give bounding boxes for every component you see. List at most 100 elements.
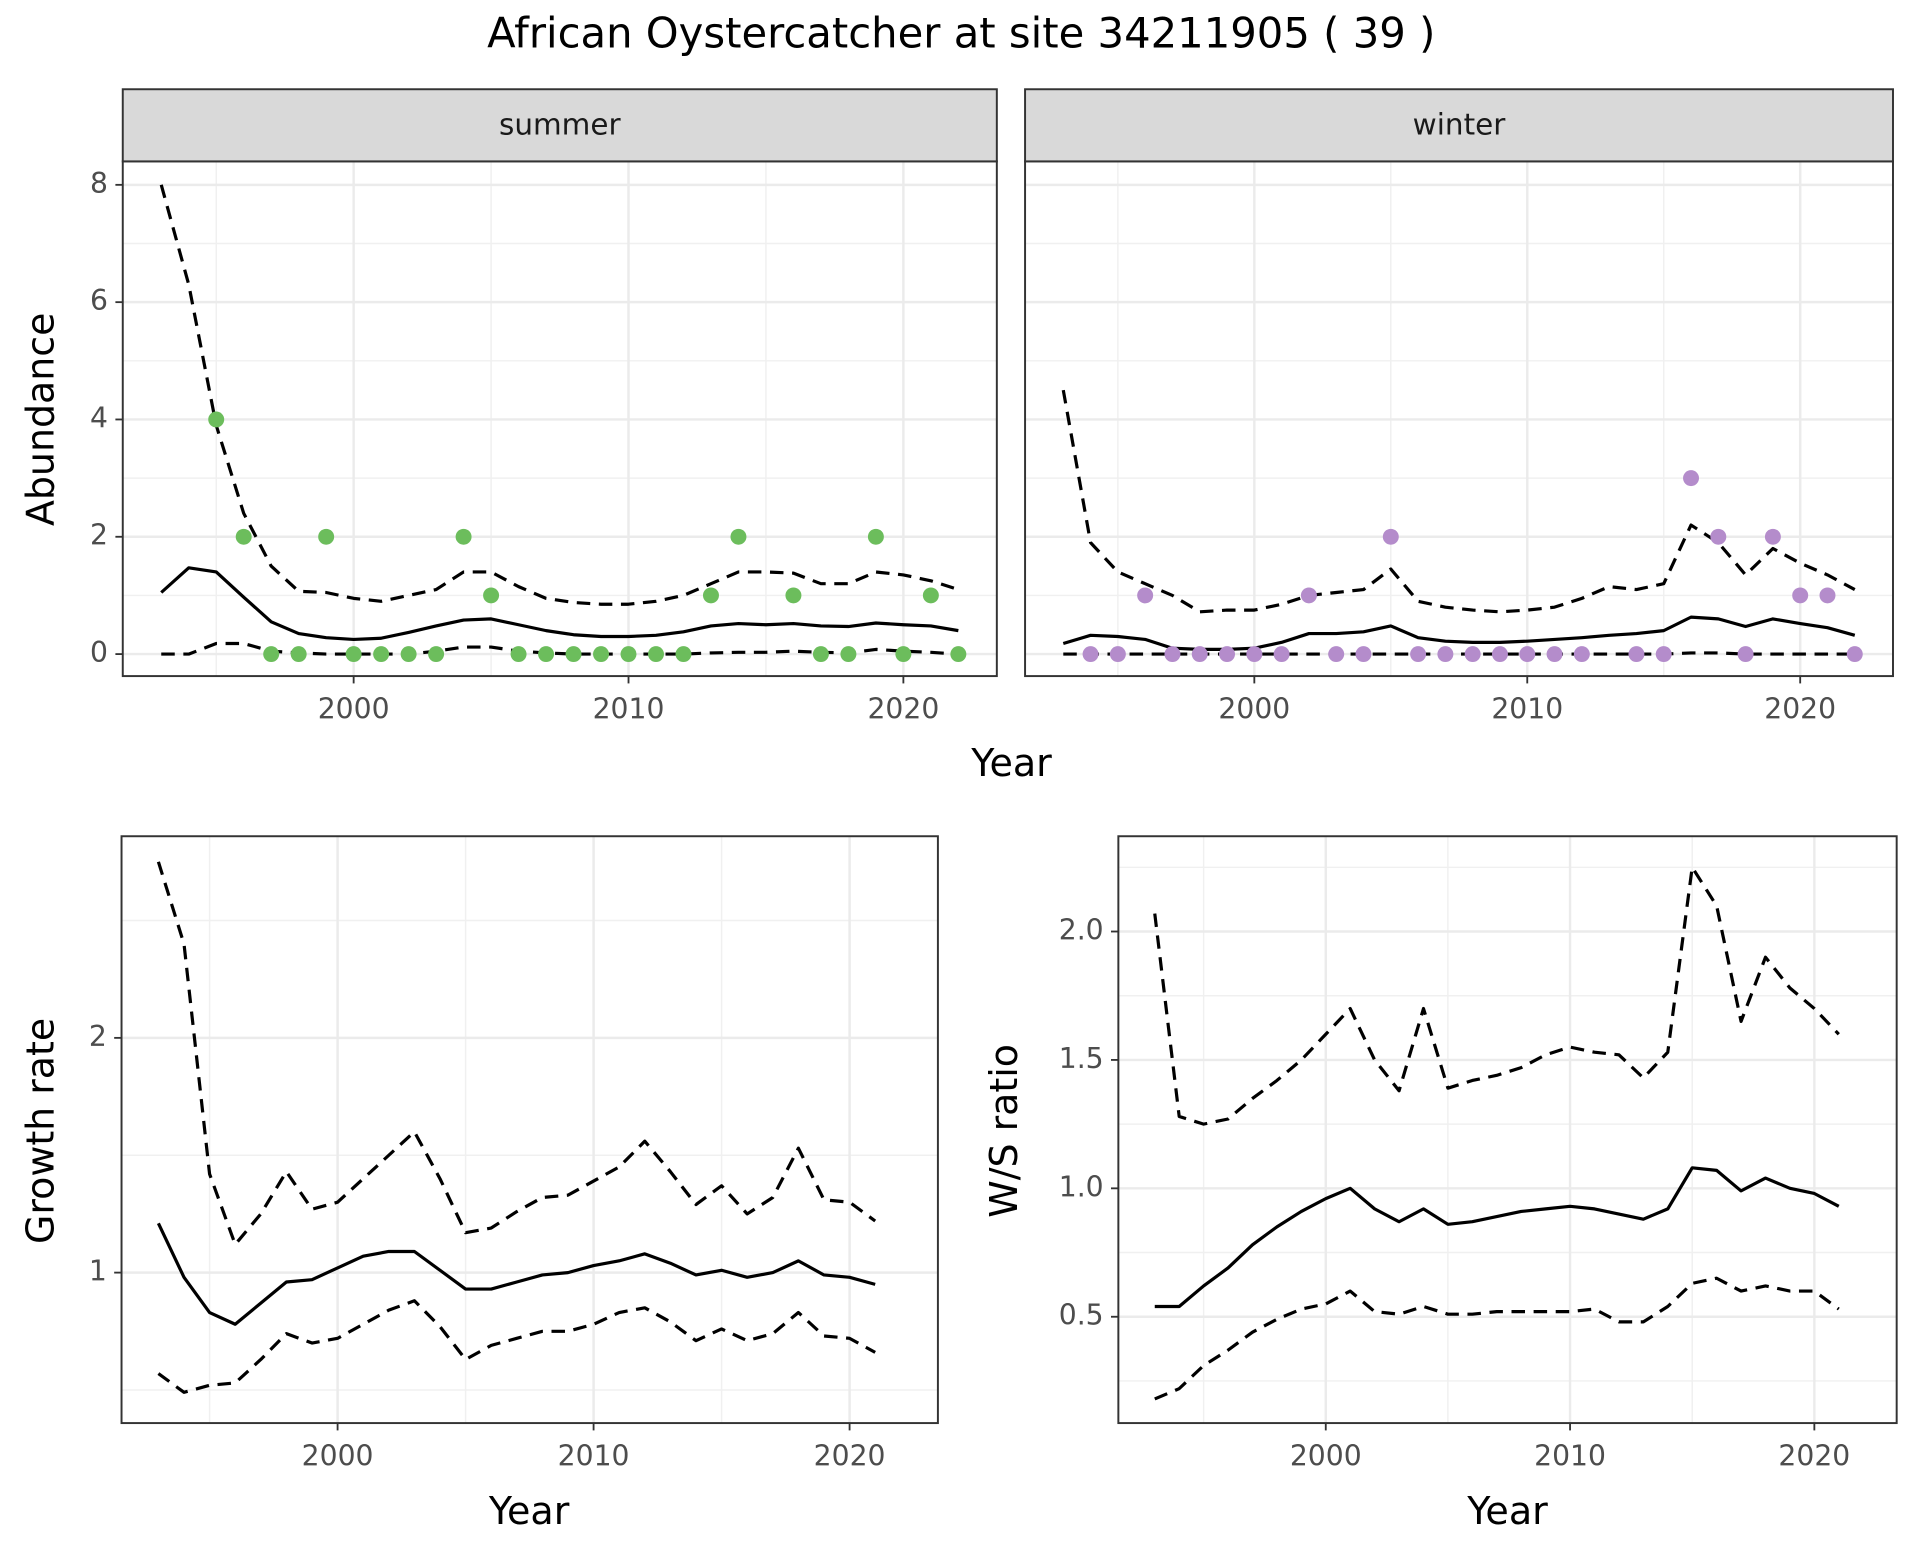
data-point (1710, 528, 1727, 545)
panel: 2000 2010 2020 0 2 4 6 8 summer Year Abundance (18, 88, 1052, 785)
data-point (730, 528, 747, 545)
data-point (510, 646, 527, 663)
interval-line (157, 1299, 876, 1394)
x-tick-label: 2010 (1534, 1439, 1606, 1472)
data-point (428, 646, 445, 663)
y-tick-label: 2.0 (1059, 914, 1104, 947)
data-point (1573, 646, 1590, 663)
data-point (922, 587, 939, 604)
data-point (565, 646, 582, 663)
y-axis-label: Abundance (18, 313, 62, 526)
facet-strip (1024, 88, 1894, 163)
data-point (318, 528, 335, 545)
data-point (1846, 646, 1863, 663)
panel-border (1117, 835, 1898, 1425)
data-point (812, 646, 829, 663)
data-point (345, 646, 362, 663)
data-point (1382, 528, 1399, 545)
x-tick-label: 2010 (558, 1439, 630, 1472)
data-point (675, 646, 692, 663)
data-point (1464, 646, 1481, 663)
data-point (400, 646, 417, 663)
x-tick-label: 2020 (867, 692, 939, 725)
data-point (455, 528, 472, 545)
data-point (1246, 646, 1263, 663)
data-point (1546, 646, 1563, 663)
data-point (1328, 646, 1345, 663)
data-point (1792, 587, 1809, 604)
data-point (1355, 646, 1372, 663)
data-point (1628, 646, 1645, 663)
data-point (785, 587, 802, 604)
panel-border (120, 835, 939, 1425)
y-axis-label: W/S ratio (982, 1044, 1026, 1218)
data-point (1219, 646, 1236, 663)
panel: 2000 2010 2020 winter (1024, 88, 1894, 725)
data-point (1273, 646, 1290, 663)
interval-line (1061, 389, 1856, 614)
data-point (1191, 646, 1208, 663)
interval-line (161, 641, 959, 656)
x-tick-label: 2020 (814, 1439, 886, 1472)
interval-line (156, 861, 877, 1247)
x-tick-label: 2020 (1778, 1439, 1850, 1472)
x-axis-label: Year (1466, 1489, 1548, 1533)
data-point (1737, 646, 1754, 663)
data-point (1437, 646, 1454, 663)
data-point (290, 646, 307, 663)
data-point (702, 587, 719, 604)
data-point (1491, 646, 1508, 663)
data-point (648, 646, 664, 663)
data-point (1410, 646, 1427, 663)
data-point (895, 646, 912, 663)
x-tick-label: 2000 (1218, 692, 1290, 725)
data-point (867, 528, 884, 545)
data-point (1164, 646, 1181, 663)
x-tick-label: 2010 (593, 692, 665, 725)
data-point (1819, 587, 1836, 604)
data-point (538, 646, 555, 663)
panel: 2000 2010 2020 1 2 Year Growth rate (18, 835, 939, 1533)
y-tick-label: 0.5 (1059, 1299, 1104, 1332)
facet-strip (121, 88, 998, 163)
panel: 2000 2010 2020 0.5 1.0 1.5 2.0 Year W/S ratio (982, 835, 1898, 1533)
x-tick-label: 2010 (1491, 692, 1563, 725)
data-point (1109, 646, 1126, 663)
y-axis-label: Growth rate (18, 1018, 62, 1244)
data-point (1137, 587, 1154, 604)
mean-line (1062, 615, 1856, 651)
y-tick-label: 2 (90, 519, 108, 552)
x-tick-label: 2000 (302, 1439, 374, 1472)
y-tick-label: 6 (90, 284, 108, 317)
y-tick-label: 1.5 (1059, 1042, 1104, 1075)
data-point (1300, 587, 1317, 604)
data-point (1764, 528, 1781, 545)
data-point (620, 646, 637, 663)
data-point (263, 646, 280, 663)
mean-line (160, 566, 959, 642)
x-axis-label: Year (488, 1489, 570, 1533)
x-tick-label: 2020 (1764, 692, 1836, 725)
x-tick-label: 2000 (1290, 1439, 1362, 1472)
x-tick-label: 2000 (318, 692, 390, 725)
interval-line (1153, 865, 1840, 1126)
data-point (1519, 646, 1536, 663)
x-axis-label: Year (970, 741, 1052, 785)
figure-title: African Oystercatcher at site 34211905 (… (487, 9, 1435, 58)
interval-line (159, 184, 959, 606)
interval-line (1154, 1276, 1840, 1401)
data-point (208, 411, 225, 428)
mean-line (156, 1222, 876, 1326)
data-point (1082, 646, 1099, 663)
data-point (1655, 646, 1672, 663)
facet-label: summer (499, 107, 622, 141)
data-point (593, 646, 610, 663)
data-point (235, 528, 252, 545)
data-point (1683, 470, 1700, 487)
y-tick-label: 8 (90, 167, 108, 200)
y-tick-label: 1.0 (1059, 1170, 1104, 1203)
y-tick-label: 4 (90, 402, 108, 435)
data-point (483, 587, 500, 604)
data-point (950, 646, 967, 663)
